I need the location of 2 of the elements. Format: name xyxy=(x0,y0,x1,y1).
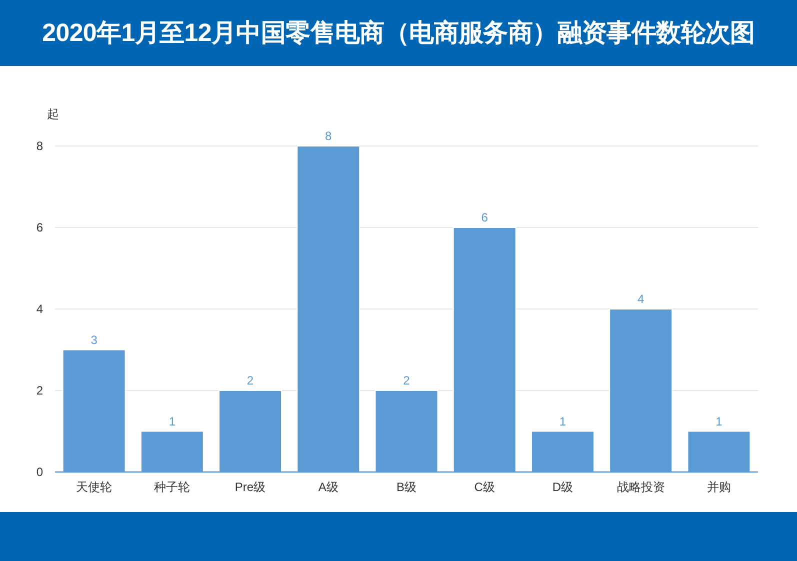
ylabel: 起 xyxy=(47,107,59,121)
title: 2020年1月至12月中国零售电商（电商服务商）融资事件数轮次图 xyxy=(0,0,797,66)
